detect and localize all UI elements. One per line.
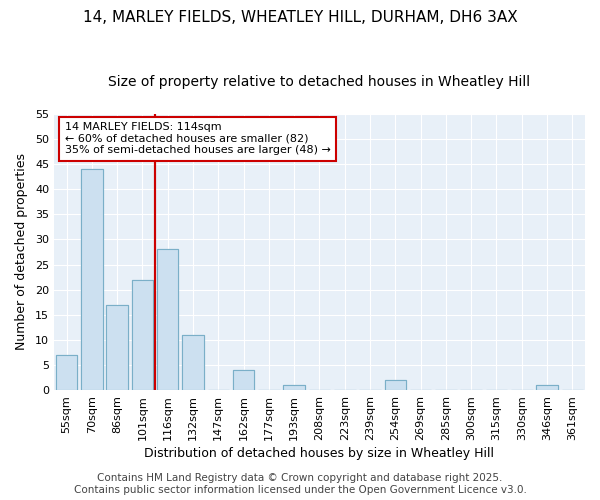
Bar [131,280,153,390]
X-axis label: Distribution of detached houses by size in Wheatley Hill: Distribution of detached houses by size … [145,447,494,460]
Bar [536,385,558,390]
Bar [283,385,305,390]
Bar [131,280,153,390]
Bar [536,385,558,390]
Bar [106,305,128,390]
Text: 14, MARLEY FIELDS, WHEATLEY HILL, DURHAM, DH6 3AX: 14, MARLEY FIELDS, WHEATLEY HILL, DURHAM… [83,10,517,25]
Bar [157,250,178,390]
Bar [283,385,305,390]
Bar [233,370,254,390]
Bar [385,380,406,390]
Text: Contains HM Land Registry data © Crown copyright and database right 2025.
Contai: Contains HM Land Registry data © Crown c… [74,474,526,495]
Bar [106,305,128,390]
Bar [182,335,204,390]
Text: 14 MARLEY FIELDS: 114sqm
← 60% of detached houses are smaller (82)
35% of semi-d: 14 MARLEY FIELDS: 114sqm ← 60% of detach… [65,122,331,156]
Bar [233,370,254,390]
Bar [182,335,204,390]
Bar [56,355,77,390]
Bar [56,355,77,390]
Bar [157,250,178,390]
Bar [81,169,103,390]
Y-axis label: Number of detached properties: Number of detached properties [15,154,28,350]
Bar [81,169,103,390]
Bar [385,380,406,390]
Title: Size of property relative to detached houses in Wheatley Hill: Size of property relative to detached ho… [109,75,530,89]
